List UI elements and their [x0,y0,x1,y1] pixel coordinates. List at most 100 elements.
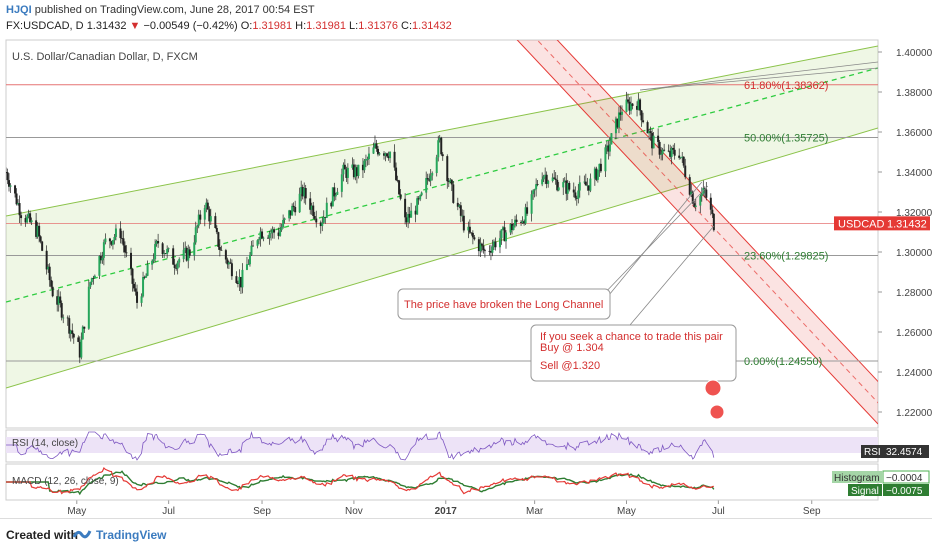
candle-body [471,232,474,238]
candle-body [113,236,116,241]
candle-body [498,238,501,248]
candle-body [596,169,599,180]
y-tick-label: 1.30000 [896,248,932,259]
created-with-text: Created with [6,528,79,542]
last-price-tag: USDCAD 1.31432 [834,216,930,231]
candle-body [214,216,217,228]
candle-body [578,182,581,191]
candle-body [280,227,283,231]
candle-body [595,168,598,180]
annotation-text: The price have broken the Long Channel [404,299,603,311]
candle-body [551,177,554,182]
open-label: O: [240,20,253,32]
candle-body [387,156,390,159]
candle-body [315,218,318,223]
candle-body [247,264,250,266]
author-name[interactable]: HJQI [6,4,32,16]
candle-body [176,262,179,269]
candle-body [99,256,102,261]
candle-body [279,230,282,236]
candle-body [245,264,248,270]
trade-plan-line-2: Buy @ 1.304 [540,342,604,354]
candle-body [188,249,191,256]
candle-body [604,147,607,172]
candle-body [446,156,449,182]
candle-body [167,248,170,250]
candle-body [530,194,533,214]
candle-body [363,160,366,171]
candle-body [143,277,146,278]
candle-body [494,241,497,248]
candle-body [39,236,42,242]
macd-label: MACD (12, 26, close, 9) [12,476,119,487]
candle-body [693,203,696,207]
annotation-broken-channel[interactable]: The price have broken the Long Channel [397,288,611,320]
candle-body [111,240,114,245]
x-tick-label: Sep [253,506,271,517]
x-tick-label: May [617,506,636,517]
rsi-value: 32.4574 [886,447,923,458]
candle-body [355,167,358,177]
events-icon[interactable] [704,379,725,420]
price-chart[interactable]: 1.40000 1.38000 1.36000 1.34000 1.32000 1.300… [0,38,932,518]
candle-body [230,263,233,277]
candle-body [313,216,316,219]
candle-body [473,237,476,240]
candle-body [483,250,486,252]
candle-body [17,203,20,205]
candle-body [649,131,652,134]
fib-level-label: 0.00%(1.24550) [744,356,822,368]
high-label: H: [295,20,307,32]
candle-body [114,228,117,237]
candle-body [131,268,134,284]
y-tick-label: 1.40000 [896,48,932,59]
callout-line [629,225,715,326]
candle-body [626,99,629,102]
candle-body [505,232,508,242]
candle-body [203,208,206,220]
candle-body [83,326,86,329]
candle-body [575,197,578,199]
candle-body [491,246,494,253]
candle-body [224,250,227,260]
candle-body [268,233,271,239]
candle-body [663,149,666,151]
candle-body [29,213,32,223]
candle-body [501,227,504,230]
candle-body [470,232,473,234]
candle-body [452,184,455,203]
candle-body [102,242,105,258]
candle-body [101,257,104,261]
y-tick-label: 1.28000 [896,288,932,299]
candle-body [672,147,675,150]
candle-body [541,179,544,185]
candle-body [303,188,306,197]
candle-body [361,164,364,171]
candle-body [166,249,169,254]
candle-body [301,187,304,197]
symbol-label: FX:USDCAD, D [6,20,84,32]
trade-plan-line-3: Sell @1.320 [540,360,600,372]
candle-body [146,264,149,276]
tradingview-brand[interactable]: TradingView [96,528,167,542]
candle-body [345,169,348,178]
annotation-trade-plan[interactable]: If you seek a chance to trade this pair … [530,324,737,382]
x-tick-label: Nov [345,506,363,517]
candle-body [154,244,157,260]
candle-body [175,267,178,269]
candle-body [514,219,517,226]
candle-body [155,241,158,245]
rsi-tag: RSI [864,447,881,458]
candle-body [396,179,399,181]
candle-body [322,216,325,223]
macd-pane[interactable] [5,463,879,501]
candle-body [658,141,661,155]
candle-body [536,184,539,185]
y-tick-label: 1.36000 [896,128,932,139]
candle-body [407,213,410,223]
candle-body [617,112,620,128]
candle-body [81,326,84,340]
candle-body [357,164,360,177]
x-tick-label: Sep [803,506,821,517]
candle-body [261,231,264,239]
